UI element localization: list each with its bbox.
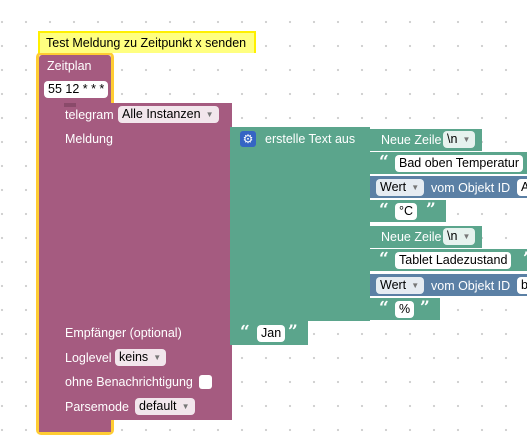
- text-value[interactable]: °C: [395, 203, 418, 220]
- open-quote-icon: “: [379, 249, 389, 269]
- instance-dropdown[interactable]: Alle Instanzen ▼: [118, 106, 219, 123]
- loglevel-dropdown[interactable]: keins ▼: [115, 349, 167, 366]
- telegram-label: telegram: [65, 108, 114, 122]
- parsemode-value: default: [139, 399, 177, 413]
- silent-label: ohne Benachrichtigung: [65, 375, 193, 389]
- object-id-input[interactable]: A: [517, 179, 527, 196]
- parsemode-dropdown[interactable]: default ▼: [135, 398, 195, 415]
- loglevel-value: keins: [119, 350, 149, 364]
- value-label: Wert: [380, 278, 407, 292]
- newline-value: \n: [447, 229, 458, 243]
- open-quote-icon: “: [379, 298, 389, 318]
- loglevel-label: Loglevel: [65, 351, 112, 365]
- message-label: Meldung: [65, 132, 113, 146]
- recipient-text-block[interactable]: “ Jan ”: [230, 321, 308, 345]
- dropdown-arrow-icon: ▼: [205, 110, 214, 119]
- object-id-label: vom Objekt ID: [431, 279, 511, 293]
- open-quote-icon: “: [379, 200, 389, 220]
- close-quote-icon: ”: [288, 322, 298, 342]
- instance-value: Alle Instanzen: [122, 107, 201, 121]
- object-id-label: vom Objekt ID: [431, 181, 511, 195]
- newline-dropdown[interactable]: \n ▼: [443, 131, 476, 148]
- text-value[interactable]: Tablet Ladezustand: [395, 252, 512, 269]
- schedule-block-bottom: [39, 418, 111, 432]
- newline-label: Neue Zeile: [381, 230, 442, 244]
- recipient-label: Empfänger (optional): [65, 326, 182, 340]
- schedule-label: Zeitplan: [47, 59, 92, 73]
- telegram-notch: [64, 103, 76, 107]
- close-quote-icon: ”: [426, 200, 436, 220]
- dropdown-arrow-icon: ▼: [411, 183, 420, 192]
- dropdown-arrow-icon: ▼: [411, 281, 420, 290]
- text-join-label: erstelle Text aus: [265, 132, 356, 146]
- dropdown-arrow-icon: ▼: [462, 232, 471, 241]
- newline-value: \n: [447, 132, 458, 146]
- dropdown-arrow-icon: ▼: [462, 135, 471, 144]
- text-join-block[interactable]: [230, 127, 370, 321]
- close-quote-icon: ”: [523, 251, 527, 268]
- newline-label: Neue Zeile: [381, 133, 442, 147]
- cron-input[interactable]: 55 12 * * *: [44, 81, 109, 98]
- gear-icon[interactable]: ⚙: [240, 131, 256, 147]
- value-label: Wert: [380, 180, 407, 194]
- open-quote-icon: “: [240, 322, 250, 342]
- block-comment[interactable]: Test Meldung zu Zeitpunkt x senden: [38, 31, 256, 53]
- silent-checkbox[interactable]: [199, 375, 212, 389]
- object-id-input[interactable]: b: [517, 277, 527, 294]
- value-dropdown[interactable]: Wert ▼: [376, 277, 425, 294]
- telegram-block[interactable]: [56, 103, 232, 420]
- dropdown-arrow-icon: ▼: [181, 402, 190, 411]
- open-quote-icon: “: [379, 152, 389, 172]
- value-dropdown[interactable]: Wert ▼: [376, 179, 425, 196]
- text-value[interactable]: Bad oben Temperatur: [395, 155, 523, 172]
- newline-dropdown[interactable]: \n ▼: [443, 228, 476, 245]
- text-value[interactable]: %: [395, 301, 415, 318]
- dropdown-arrow-icon: ▼: [153, 353, 162, 362]
- close-quote-icon: ”: [420, 298, 430, 318]
- parsemode-label: Parsemode: [65, 400, 129, 414]
- recipient-input[interactable]: Jan: [257, 325, 286, 342]
